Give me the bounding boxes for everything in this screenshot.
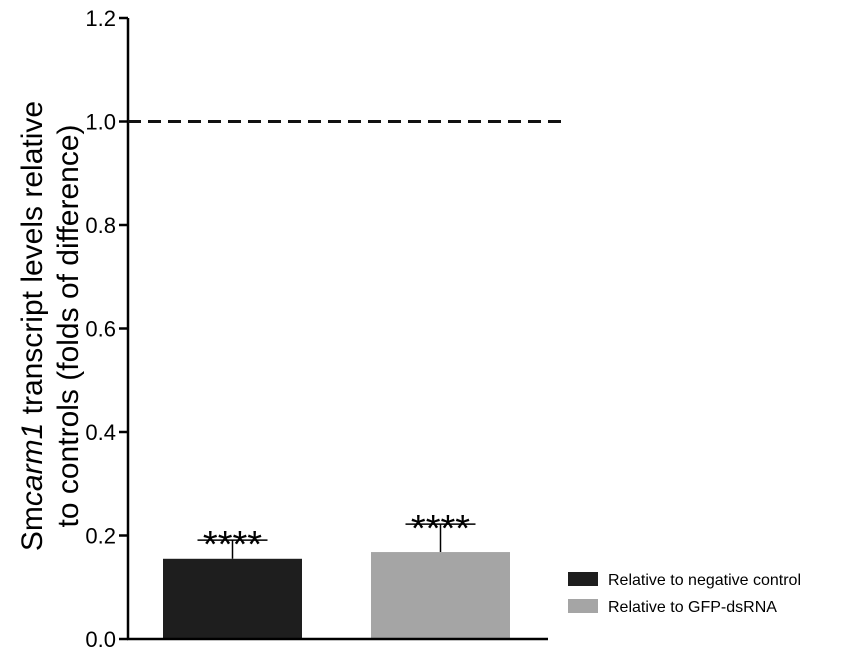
y-tick-label-6: 1.2 (85, 6, 116, 31)
bars-group: **** **** (127, 508, 548, 641)
bar-1 (163, 558, 302, 639)
legend-label-2: Relative to GFP-dsRNA (608, 599, 777, 616)
y-tick-label-3: 0.6 (85, 317, 116, 342)
y-tick-label-4: 0.8 (85, 213, 116, 238)
bar-2 (371, 552, 510, 639)
y-axis: 0.0 0.2 0.4 0.6 0.8 1.0 1.2 (85, 6, 130, 652)
y-axis-label: Smcarm1 transcript levels relative to co… (16, 101, 85, 551)
y-axis-label-italic: carm1 (16, 423, 49, 506)
y-tick-label-0: 0.0 (85, 627, 116, 652)
y-axis-label-prefix: Sm (16, 506, 49, 551)
y-axis-label-suffix: transcript levels relative (16, 101, 49, 423)
legend-label-1: Relative to negative control (608, 572, 801, 589)
legend-swatch-1 (568, 572, 598, 586)
y-axis-label-line2: to controls (folds of difference) (52, 125, 85, 528)
y-axis-label-line1: Smcarm1 transcript levels relative (16, 101, 49, 551)
legend: Relative to negative control Relative to … (568, 572, 801, 616)
legend-swatch-2 (568, 599, 598, 613)
y-tick-label-1: 0.2 (85, 524, 116, 549)
significance-label-2: **** (411, 508, 470, 550)
y-tick-label-2: 0.4 (85, 420, 116, 445)
significance-label-1: **** (203, 524, 262, 566)
y-tick-label-5: 1.0 (85, 110, 116, 135)
